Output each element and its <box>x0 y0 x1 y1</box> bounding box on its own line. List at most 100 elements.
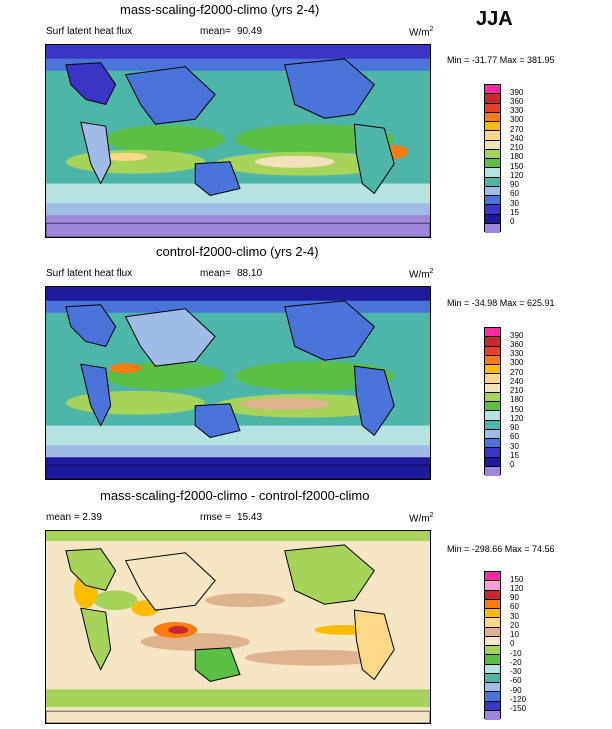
colorbar-label: 270 <box>510 368 524 377</box>
colorbar-cell <box>485 328 500 338</box>
colorbar-label: 150 <box>510 162 524 171</box>
colorbar-cell <box>485 590 500 600</box>
colorbar-cell <box>485 646 500 656</box>
colorbar-cell <box>485 655 500 665</box>
panel2-title: control-f2000-climo (yrs 2-4) <box>156 244 319 259</box>
panel1-mean-label: mean= <box>200 26 231 37</box>
colorbar-cell <box>485 365 500 375</box>
colorbar-cell <box>485 122 500 132</box>
colorbar-label: 120 <box>510 584 524 593</box>
colorbar-label: -30 <box>510 667 522 676</box>
colorbar-cell <box>485 392 500 402</box>
panel2-map <box>45 286 431 480</box>
colorbar-cell <box>485 103 500 113</box>
season-label: JJA <box>476 8 513 30</box>
panel2-variable-label: Surf latent heat flux <box>46 268 133 279</box>
panel1-minmax: Min = -31.77 Max = 381.95 <box>447 55 555 65</box>
colorbar-cell <box>485 355 500 365</box>
colorbar-cell <box>485 572 500 582</box>
panel1-variable-label: Surf latent heat flux <box>46 26 133 37</box>
colorbar-label: 0 <box>510 217 515 226</box>
colorbar-cell <box>485 196 500 206</box>
panel3-rmse-value: 15.43 <box>237 512 263 523</box>
colorbar-label: 10 <box>510 630 519 639</box>
colorbar-label: 20 <box>510 621 519 630</box>
colorbar-cell <box>485 420 500 430</box>
colorbar-cell <box>485 710 500 720</box>
colorbar-label: 330 <box>510 349 524 358</box>
colorbar-label: -20 <box>510 658 522 667</box>
colorbar-cell <box>485 609 500 619</box>
colorbar-cell <box>485 223 500 233</box>
colorbar-cell <box>485 205 500 215</box>
panel1-units: W/m2 <box>409 26 434 39</box>
colorbar-cell <box>485 581 500 591</box>
colorbar-cell <box>485 149 500 159</box>
colorbar-label: -120 <box>510 695 527 704</box>
colorbar-cell <box>485 159 500 169</box>
colorbar-cell <box>485 374 500 384</box>
colorbar-label: -10 <box>510 649 522 658</box>
colorbar-cell <box>485 664 500 674</box>
colorbar-cell <box>485 402 500 412</box>
panel3-mean: mean = 2.39 <box>46 512 102 523</box>
panel2-mean-label: mean= <box>200 268 231 279</box>
colorbar-label: 30 <box>510 199 519 208</box>
panel3-units: W/m2 <box>409 512 434 525</box>
colorbar-cell <box>485 429 500 439</box>
colorbar-cell <box>485 85 500 95</box>
colorbar-cell <box>485 692 500 702</box>
colorbar-label: 390 <box>510 331 524 340</box>
colorbar-cell <box>485 346 500 356</box>
panel3-title: mass-scaling-f2000-climo - control-f2000… <box>100 488 370 503</box>
colorbar-cell <box>485 112 500 122</box>
panel1-colorbar <box>484 84 501 233</box>
colorbar-cell <box>485 466 500 476</box>
panel2-units: W/m2 <box>409 268 434 281</box>
colorbar-cell <box>485 599 500 609</box>
colorbar-cell <box>485 439 500 449</box>
panel1-mean-value: 90.49 <box>237 26 263 37</box>
colorbar-label: 120 <box>510 171 524 180</box>
panel1-title: mass-scaling-f2000-climo (yrs 2-4) <box>120 2 320 17</box>
colorbar-label: 0 <box>510 460 515 469</box>
colorbar-label: 30 <box>510 442 519 451</box>
colorbar-cell <box>485 683 500 693</box>
colorbar-label: 15 <box>510 451 519 460</box>
colorbar-cell <box>485 177 500 187</box>
colorbar-label: 330 <box>510 106 524 115</box>
colorbar-label: 60 <box>510 189 519 198</box>
panel3-rmse-label: rmse = <box>200 512 231 523</box>
colorbar-label: 360 <box>510 97 524 106</box>
panel1-map <box>45 44 431 238</box>
colorbar-cell <box>485 673 500 683</box>
colorbar-cell <box>485 186 500 196</box>
panel2-mean-value: 88.10 <box>237 268 263 279</box>
colorbar-label: 150 <box>510 405 524 414</box>
colorbar-cell <box>485 627 500 637</box>
colorbar-label: 240 <box>510 377 524 386</box>
panel2-minmax: Min = -34.98 Max = 625.91 <box>447 298 555 308</box>
colorbar-cell <box>485 131 500 141</box>
colorbar-label: 60 <box>510 602 519 611</box>
colorbar-label: 150 <box>510 575 524 584</box>
colorbar-label: 60 <box>510 432 519 441</box>
colorbar-label: -90 <box>510 686 522 695</box>
colorbar-label: 210 <box>510 386 524 395</box>
colorbar-label: 240 <box>510 134 524 143</box>
colorbar-label: 120 <box>510 414 524 423</box>
colorbar-cell <box>485 457 500 467</box>
colorbar-label: -60 <box>510 676 522 685</box>
colorbar-cell <box>485 337 500 347</box>
colorbar-label: 300 <box>510 358 524 367</box>
colorbar-label: 390 <box>510 88 524 97</box>
colorbar-label: 180 <box>510 395 524 404</box>
colorbar-cell <box>485 94 500 104</box>
colorbar-label: 0 <box>510 639 515 648</box>
colorbar-cell <box>485 618 500 628</box>
colorbar-cell <box>485 636 500 646</box>
colorbar-label: 300 <box>510 115 524 124</box>
colorbar-cell <box>485 701 500 711</box>
colorbar-cell <box>485 140 500 150</box>
panel3-minmax: Min = -298.66 Max = 74.56 <box>447 544 555 554</box>
